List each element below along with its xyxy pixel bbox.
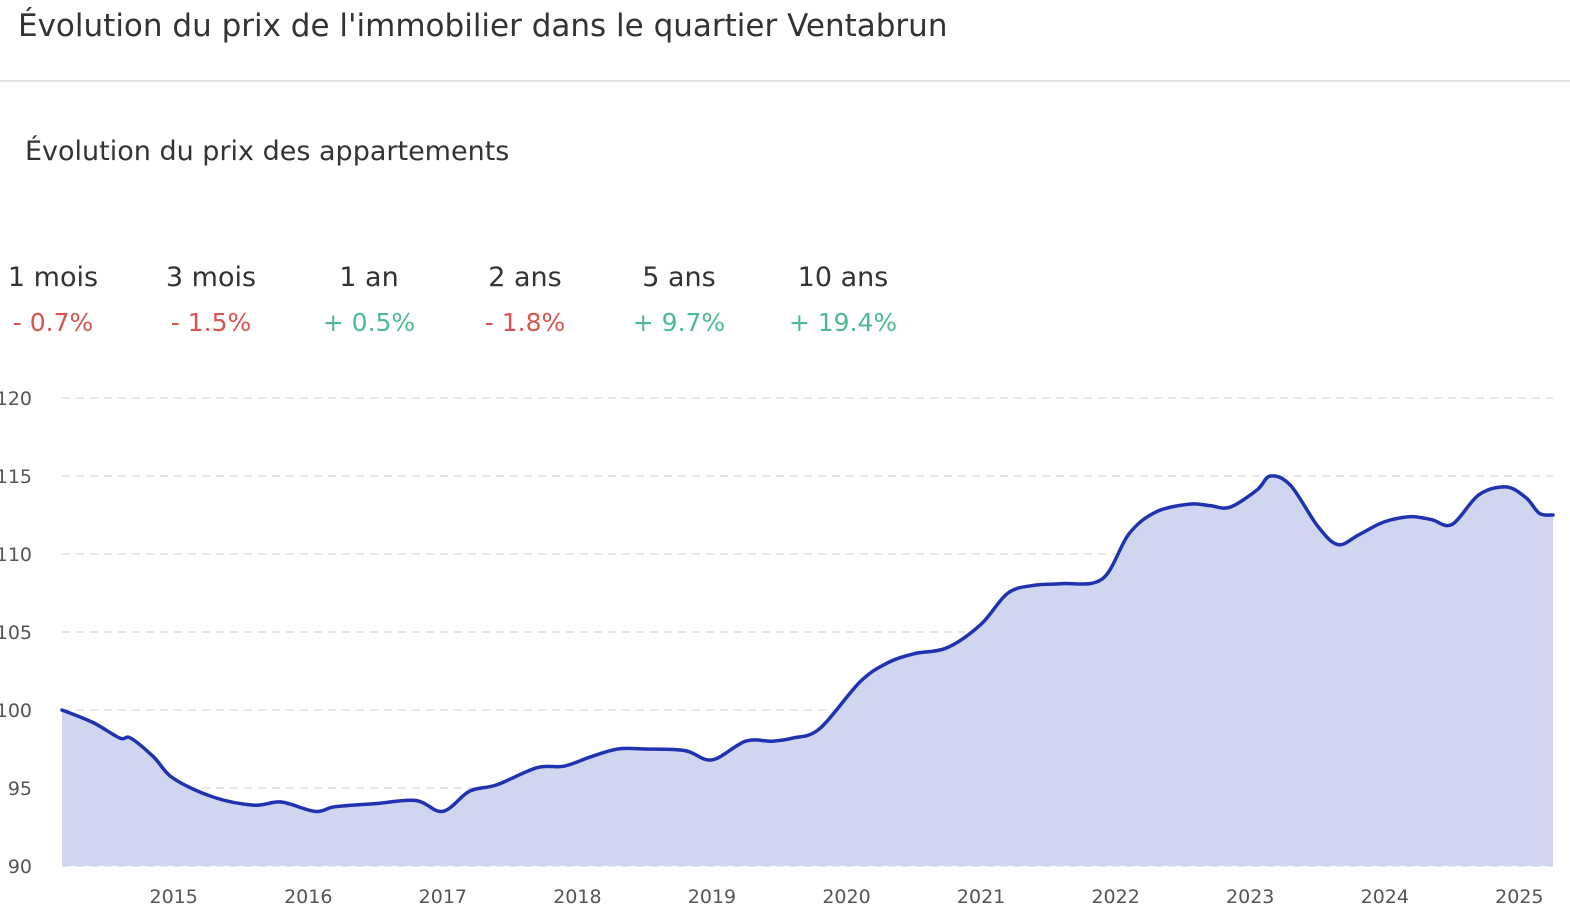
x-tick-label: 2022: [1091, 886, 1139, 908]
x-tick-label: 2025: [1495, 886, 1543, 908]
series-line: [60, 474, 1555, 814]
y-tick-label: 110: [0, 544, 32, 566]
stat-2-years: 2 ans - 1.8%: [440, 260, 610, 341]
x-tick-label: 2015: [150, 886, 198, 908]
y-tick-label: 90: [8, 856, 32, 878]
stat-label: 5 ans: [642, 262, 716, 293]
page-title: Évolution du prix de l'immobilier dans l…: [18, 8, 948, 44]
x-tick-label: 2016: [284, 886, 332, 908]
stat-label: 1 an: [339, 262, 399, 293]
x-tick-label: 2017: [419, 886, 467, 908]
stat-value: + 0.5%: [322, 308, 416, 337]
stat-label: 2 ans: [488, 262, 562, 293]
stat-3-months: 3 mois - 1.5%: [126, 260, 296, 341]
x-tick-label: 2019: [688, 886, 736, 908]
x-tick-label: 2021: [957, 886, 1005, 908]
stat-1-year: 1 an + 0.5%: [284, 260, 454, 341]
stat-value: - 1.5%: [170, 308, 252, 337]
x-tick-label: 2020: [822, 886, 870, 908]
stat-10-years: 10 ans + 19.4%: [758, 260, 928, 341]
x-tick-label: 2023: [1226, 886, 1274, 908]
stat-value: + 9.7%: [632, 308, 726, 337]
y-tick-label: 105: [0, 622, 32, 644]
price-change-stats: 1 mois - 0.7% 3 mois - 1.5% 1 an + 0.5% …: [0, 260, 1000, 350]
stat-label: 1 mois: [7, 262, 99, 293]
stat-5-years: 5 ans + 9.7%: [594, 260, 764, 341]
series-area: [62, 475, 1553, 866]
stat-value: + 19.4%: [788, 308, 898, 337]
header-divider: [0, 80, 1570, 82]
stat-label: 3 mois: [165, 262, 257, 293]
y-tick-label: 100: [0, 700, 32, 722]
y-tick-label: 115: [0, 466, 32, 488]
stat-label: 10 ans: [797, 262, 889, 293]
chart-title: Évolution du prix des appartements: [25, 136, 510, 167]
x-tick-label: 2024: [1361, 886, 1409, 908]
stat-1-month: 1 mois - 0.7%: [0, 260, 138, 341]
y-tick-label: 95: [8, 778, 32, 800]
x-tick-label: 2018: [553, 886, 601, 908]
stat-value: - 0.7%: [12, 308, 94, 337]
y-tick-label: 120: [0, 388, 32, 410]
stat-value: - 1.8%: [484, 308, 566, 337]
